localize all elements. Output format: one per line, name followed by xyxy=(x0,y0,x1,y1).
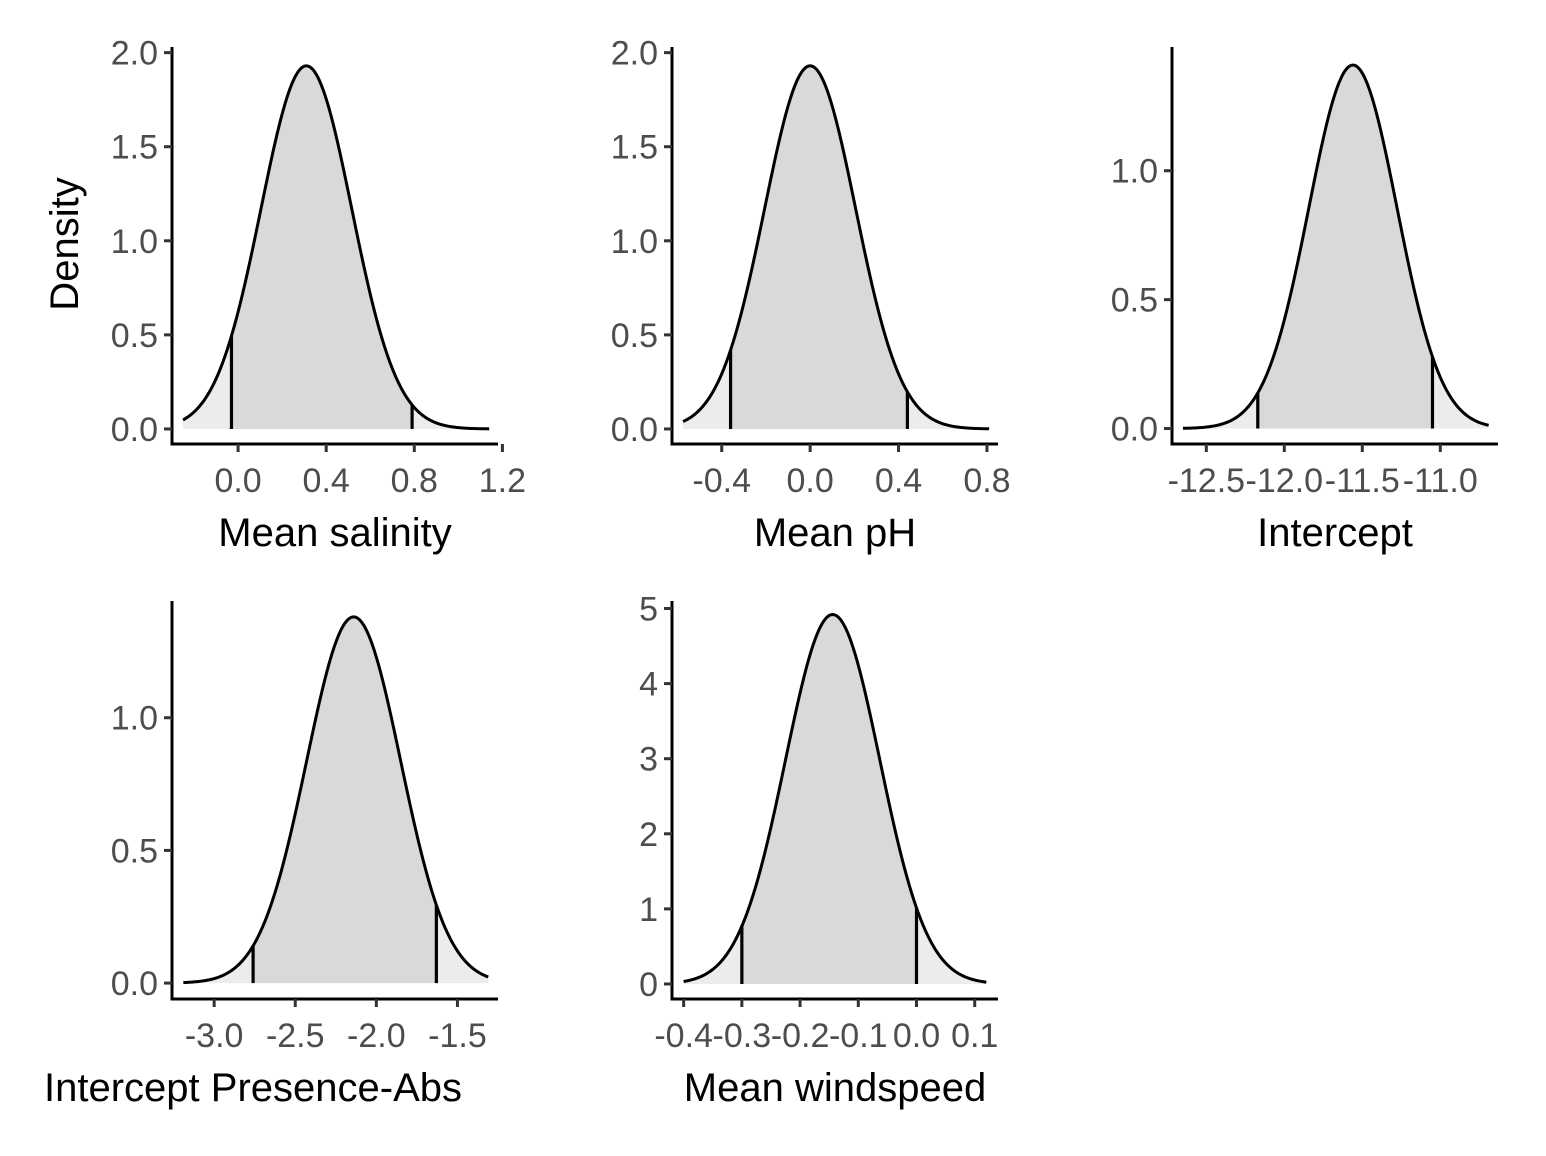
credible-interval-area xyxy=(730,65,908,429)
y-tick-label: 0.0 xyxy=(111,965,158,1003)
x-tick-label: -0.1 xyxy=(829,1017,888,1055)
x-tick-label: -12.0 xyxy=(1246,462,1324,500)
credible-interval-area xyxy=(1257,65,1433,429)
x-tick-label: -0.2 xyxy=(771,1017,830,1055)
density-curve xyxy=(182,64,490,431)
panel-intercept: 0.0 0.5 1.0 -12.5 -12.0 -11.5 -11.0 Intercept xyxy=(1111,47,1498,555)
x-tick-label: 0.1 xyxy=(951,1017,998,1055)
y-tick-label: 1.0 xyxy=(111,223,158,261)
x-tick-label: 0.0 xyxy=(893,1017,940,1055)
panel-ticks: 0.0 0.5 1.0 -12.5 -12.0 -11.5 -11.0 xyxy=(1111,47,1498,500)
y-tick-label: 2 xyxy=(639,816,658,854)
y-tick-label: 0.0 xyxy=(1111,411,1158,449)
panel-ticks: 0 1 2 3 4 5 -0.4 -0.3 -0.2 -0.1 0.0 0.1 xyxy=(639,591,998,1055)
y-tick-label: 0.0 xyxy=(611,411,658,449)
y-tick-label: 4 xyxy=(639,666,658,704)
panel-mean-windspeed: 0 1 2 3 4 5 -0.4 -0.3 -0.2 -0.1 0.0 0.1 Mean windsp… xyxy=(639,591,998,1110)
x-tick-label: 0.0 xyxy=(787,462,834,500)
x-tick-label: -11.0 xyxy=(1403,462,1478,500)
x-tick-label: 0.0 xyxy=(214,462,261,500)
x-tick-label: -3.0 xyxy=(185,1017,244,1055)
x-axis-title: Mean pH xyxy=(754,511,916,555)
x-tick-label: 1.2 xyxy=(479,462,526,500)
y-tick-label: 1.0 xyxy=(1111,153,1158,191)
panel-mean-ph: 0.0 0.5 1.0 1.5 2.0 -0.4 0.0 0.4 0.8 Mean pH xyxy=(611,35,1011,555)
x-tick-label: -2.0 xyxy=(347,1017,406,1055)
x-tick-label: -12.5 xyxy=(1168,462,1246,500)
panel-ticks: 0.0 0.5 1.0 1.5 2.0 0.0 0.4 0.8 1.2 xyxy=(111,35,526,500)
x-tick-label: -0.4 xyxy=(654,1017,713,1055)
x-tick-label: 0.4 xyxy=(303,462,350,500)
x-axis-title: Intercept Presence-Abs xyxy=(44,1066,462,1110)
x-tick-label: -11.5 xyxy=(1325,462,1400,500)
y-tick-label: 0.5 xyxy=(111,317,158,355)
credible-interval-area xyxy=(231,65,413,429)
y-tick-label: 0.5 xyxy=(111,832,158,870)
y-tick-label: 1 xyxy=(639,891,658,929)
y-tick-label: 2.0 xyxy=(111,35,158,73)
x-tick-label: -2.5 xyxy=(266,1017,325,1055)
y-tick-label: 2.0 xyxy=(611,35,658,73)
panel-marks xyxy=(683,613,987,984)
x-tick-label: -0.3 xyxy=(713,1017,772,1055)
density-curve xyxy=(1182,63,1489,430)
y-axis-title: Density xyxy=(43,177,87,310)
x-axis-title: Mean salinity xyxy=(218,511,451,555)
credible-interval-area xyxy=(253,616,437,984)
credible-interval-area xyxy=(741,614,917,984)
panel-intercept-presence-abs: 0.0 0.5 1.0 -3.0 -2.5 -2.0 -1.5 Intercept Pres… xyxy=(44,601,498,1110)
y-tick-label: 1.0 xyxy=(611,223,658,261)
x-tick-label: -1.5 xyxy=(428,1017,487,1055)
x-tick-label: 0.8 xyxy=(963,462,1010,500)
panel-ticks: 0.0 0.5 1.0 1.5 2.0 -0.4 0.0 0.4 0.8 xyxy=(611,35,1011,500)
panel-mean-salinity: 0.0 0.5 1.0 1.5 2.0 0.0 0.4 0.8 1.2 Mean salinit… xyxy=(43,35,526,555)
panel-marks xyxy=(682,64,990,431)
y-tick-label: 1.5 xyxy=(611,129,658,167)
y-tick-label: 1.5 xyxy=(111,129,158,167)
panel-ticks: 0.0 0.5 1.0 -3.0 -2.5 -2.0 -1.5 xyxy=(111,601,498,1055)
y-tick-label: 0.5 xyxy=(1111,282,1158,320)
density-curve xyxy=(683,613,987,984)
y-tick-label: 5 xyxy=(639,591,658,629)
y-tick-label: 0 xyxy=(639,966,658,1004)
panel-marks xyxy=(1182,63,1489,430)
density-curve xyxy=(682,64,990,431)
x-tick-label: 0.4 xyxy=(875,462,922,500)
x-axis-title: Intercept xyxy=(1257,511,1413,555)
panel-marks xyxy=(182,64,490,431)
y-tick-label: 1.0 xyxy=(111,700,158,738)
y-tick-label: 0.0 xyxy=(111,411,158,449)
x-axis-title: Mean windspeed xyxy=(684,1066,986,1110)
y-tick-label: 0.5 xyxy=(611,317,658,355)
x-tick-label: -0.4 xyxy=(692,462,751,500)
panel-marks xyxy=(183,615,489,985)
x-tick-label: 0.8 xyxy=(391,462,438,500)
y-tick-label: 3 xyxy=(639,741,658,779)
